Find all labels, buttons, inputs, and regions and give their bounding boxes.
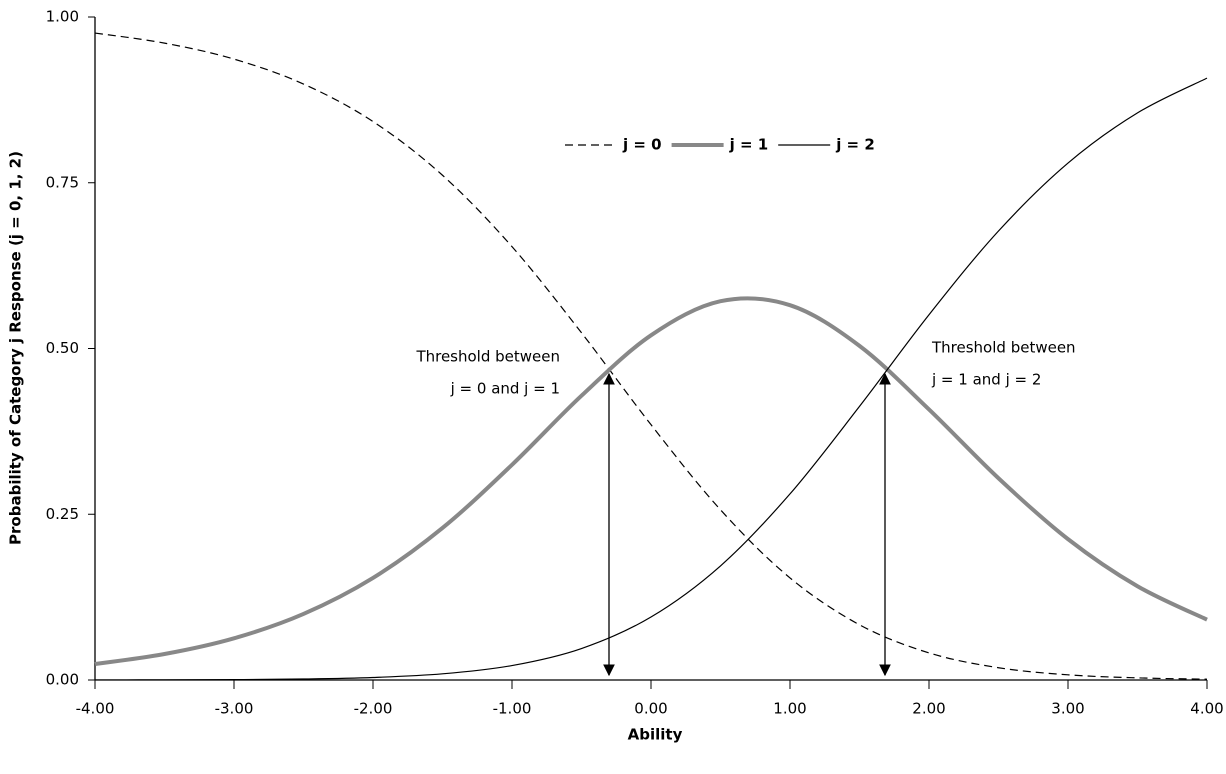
x-tick-label: -2.00: [354, 700, 393, 718]
series-line: [94, 296, 1208, 667]
annotation: Threshold between: [415, 348, 560, 366]
legend-label: j = 0: [622, 136, 662, 154]
y-tick-label: 1.00: [46, 8, 79, 26]
x-tick-label: 3.00: [1051, 700, 1084, 718]
x-tick-label: 4.00: [1190, 700, 1223, 718]
x-tick-label: 0.00: [634, 700, 667, 718]
y-tick-label: 0.50: [46, 339, 79, 357]
x-tick-label: -4.00: [76, 700, 115, 718]
legend-label: j = 1: [729, 136, 769, 154]
annotation: Threshold between: [931, 339, 1076, 357]
x-tick-label: -3.00: [215, 700, 254, 718]
x-tick-label: -1.00: [493, 700, 532, 718]
y-tick-label: 0.75: [46, 173, 79, 191]
legend-label: j = 2: [835, 136, 875, 154]
y-tick-label: 0.00: [46, 671, 79, 689]
x-axis-label: Ability: [628, 726, 683, 744]
series-line: [94, 32, 1208, 680]
y-tick-label: 0.25: [46, 505, 79, 523]
x-tick-label: 2.00: [912, 700, 945, 718]
series-line: [94, 77, 1208, 681]
annotation: j = 0 and j = 1: [450, 380, 560, 398]
x-tick-label: 1.00: [773, 700, 806, 718]
annotation: j = 1 and j = 2: [931, 371, 1041, 389]
y-axis-label: Probability of Category j Response (j = …: [7, 151, 25, 545]
